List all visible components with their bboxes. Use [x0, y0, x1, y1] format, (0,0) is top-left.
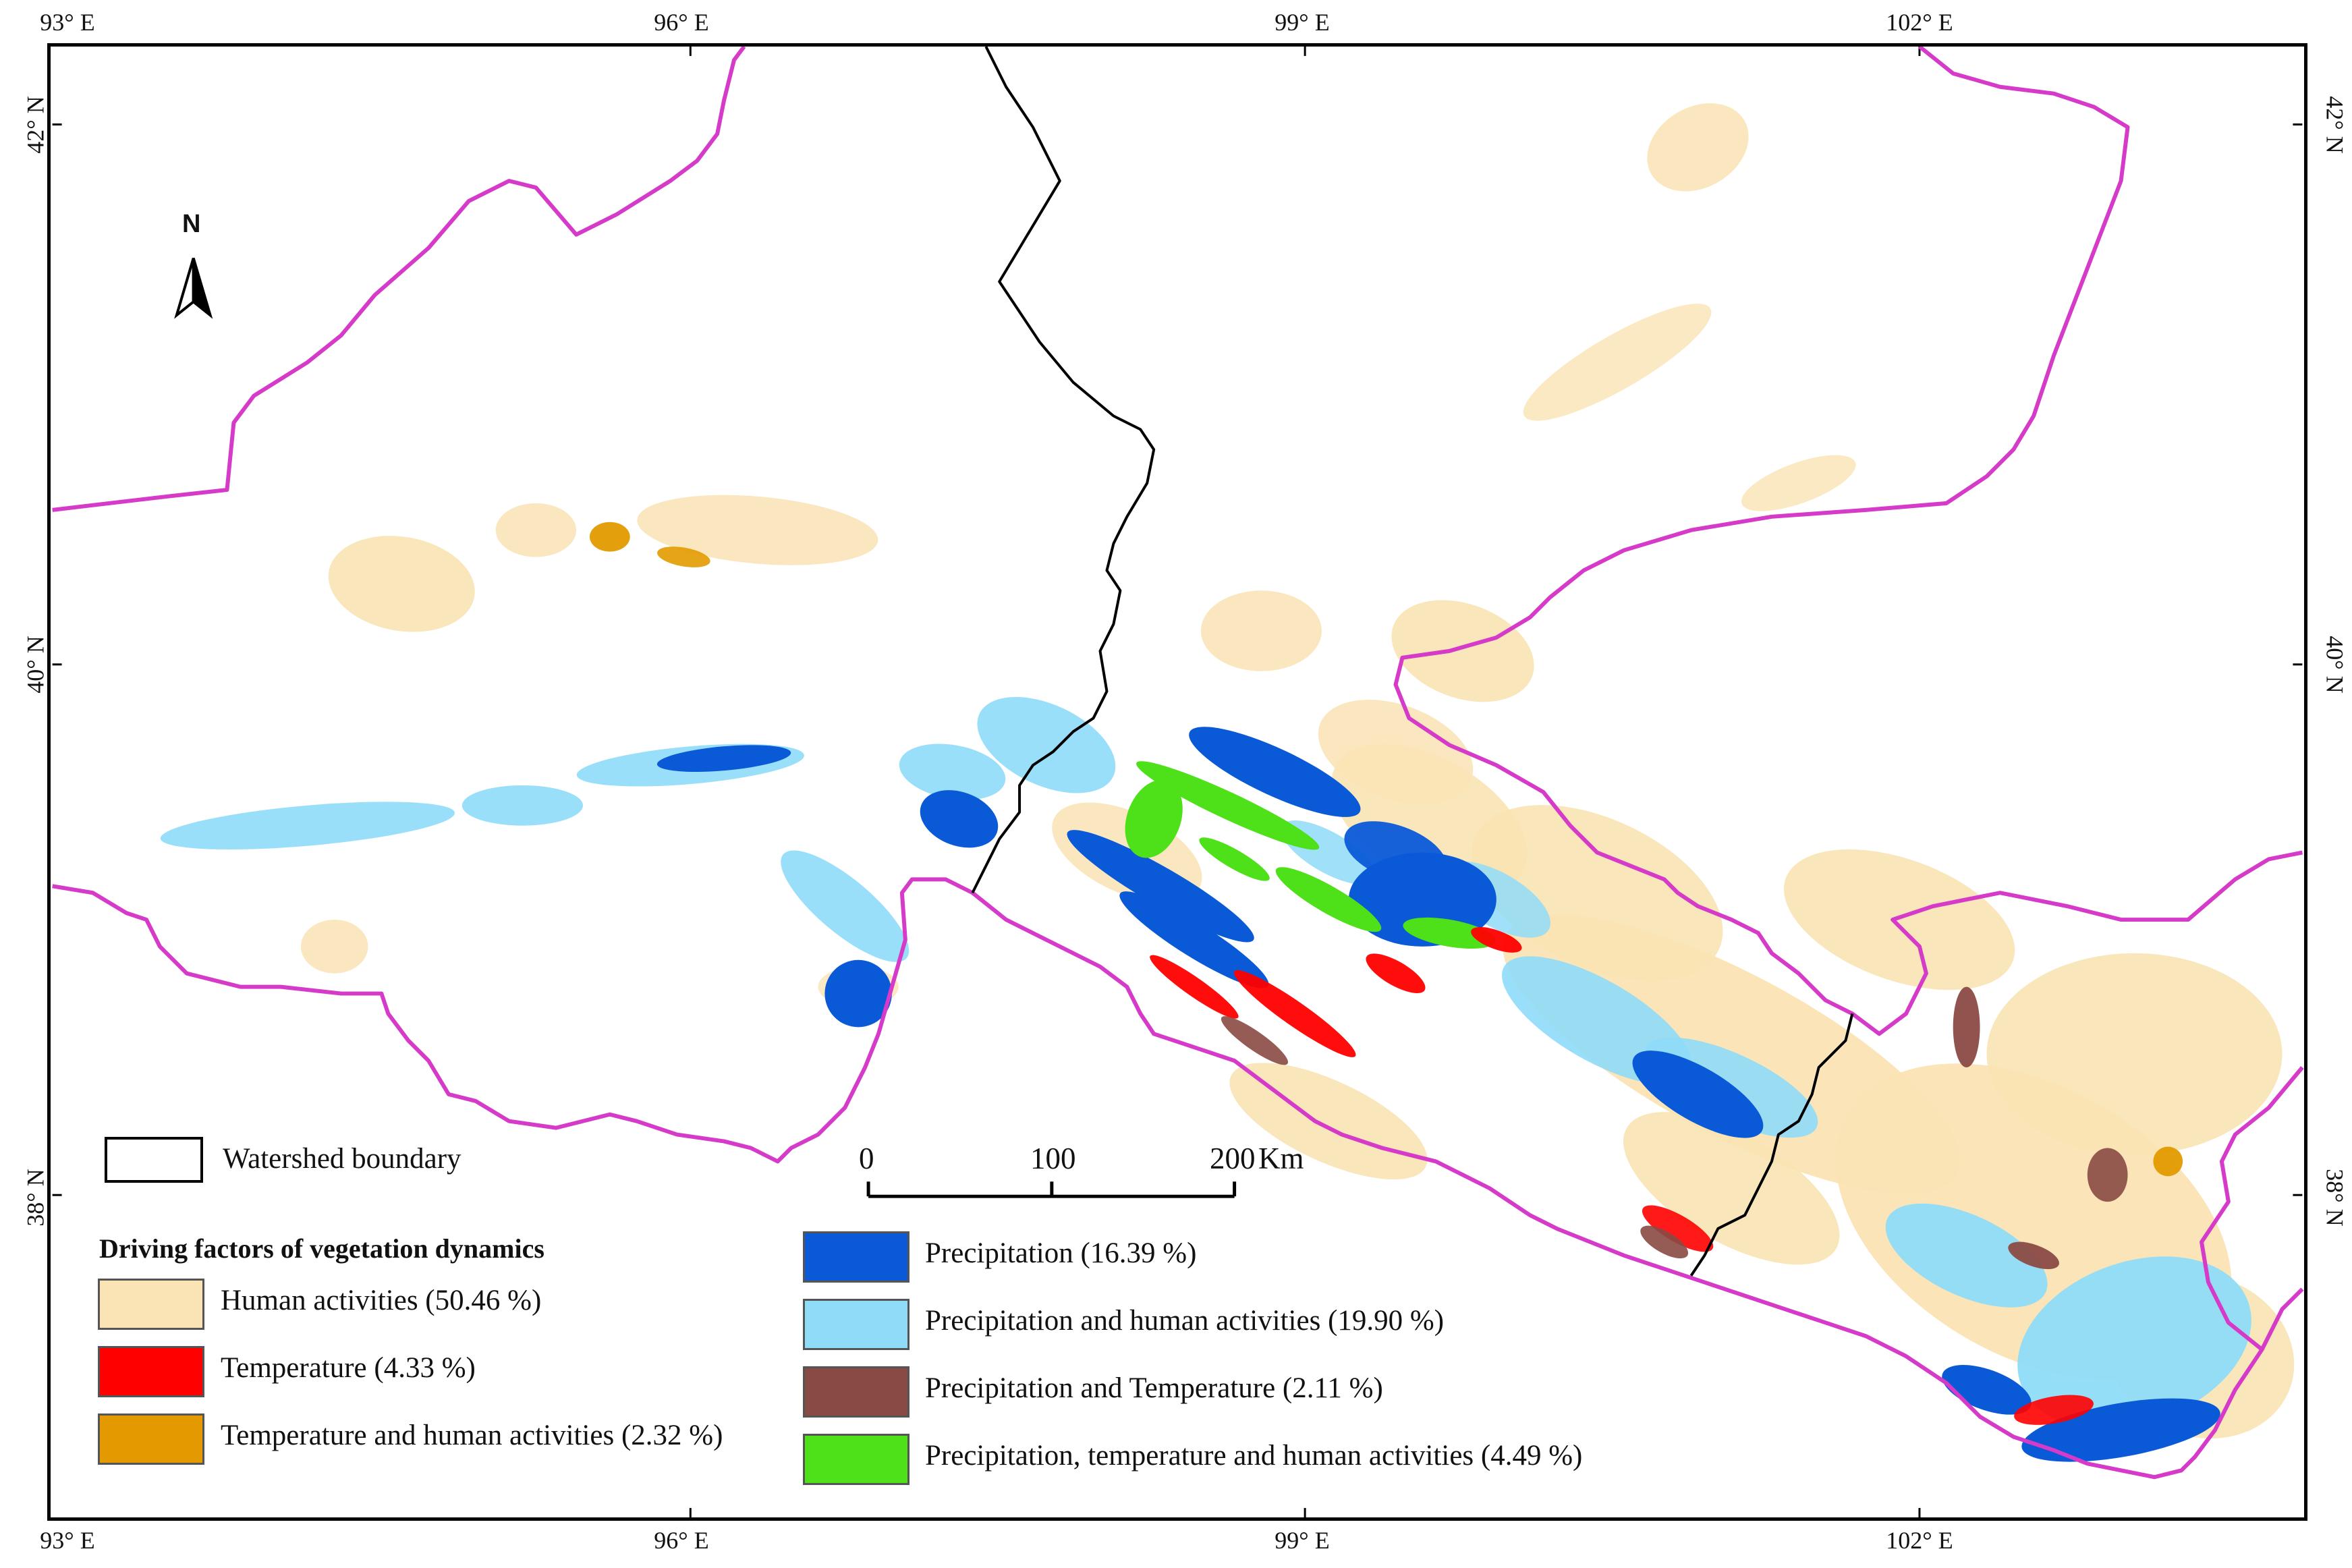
legend-label-temperature: Temperature (4.33 %) — [221, 1352, 476, 1384]
vegetation-patch — [657, 547, 710, 567]
legend-label-precipitation-temperature: Precipitation and Temperature (2.11 %) — [925, 1372, 1383, 1404]
vegetation-patch — [1953, 986, 1980, 1068]
lon-tick-bottom-99: 99° E — [1275, 1527, 1330, 1554]
lon-tick-top-93: 93° E — [40, 9, 95, 36]
vegetation-patch — [1403, 917, 1496, 949]
legend-label-precipitation-human: Precipitation and human activities (19.9… — [925, 1305, 1445, 1337]
vegetation-patch — [781, 850, 909, 962]
legend-label-human-activities: Human activities (50.46 %) — [221, 1285, 542, 1316]
vegetation-patch — [1647, 103, 1749, 192]
vegetation-patch — [495, 503, 577, 557]
scale-unit-label: Km — [1258, 1142, 1304, 1175]
vegetation-patch — [1942, 1365, 2032, 1415]
vegetation-patch — [1783, 849, 2015, 990]
province-boundary-north-east — [1393, 47, 2303, 1036]
vegetation-patch — [1885, 1203, 2048, 1308]
vegetation-patch — [1318, 700, 1474, 804]
vegetation-patch — [1275, 867, 1382, 932]
map-canvas — [52, 47, 2304, 1517]
legend-label-watershed: Watershed boundary — [223, 1143, 461, 1175]
legend-swatch-precipitation-temperature — [803, 1366, 909, 1418]
watershed-boundary-line-east — [1689, 1013, 1854, 1277]
vegetation-patch — [1523, 304, 1712, 421]
map-frame: N 0 100 200 Km Watershed boundary Drivin… — [47, 43, 2307, 1521]
vegetation-patch — [2008, 1241, 2059, 1270]
vegetation-patch — [1067, 830, 1254, 943]
lat-tick-left-38: 38° N — [22, 1169, 49, 1227]
province-boundary-east-inner — [2200, 1066, 2304, 1351]
legend-swatch-precipitation — [803, 1231, 909, 1283]
vegetation-patch — [637, 495, 878, 565]
lat-tick-right-40: 40° N — [2321, 636, 2349, 694]
province-boundary — [52, 47, 2304, 1480]
legend-swatch-human-activities — [98, 1279, 204, 1330]
legend-label-precipitation: Precipitation (16.39 %) — [925, 1237, 1197, 1269]
vegetation-patch — [328, 536, 475, 632]
vegetation-patch — [1150, 955, 1239, 1019]
scale-label-100: 100 — [1030, 1142, 1076, 1175]
legend-swatch-precipitation-temperature-human — [803, 1434, 909, 1485]
vegetation-patch — [1632, 1051, 1764, 1138]
vegetation-patch — [589, 522, 630, 552]
vegetation-driver-patches — [160, 103, 2295, 1462]
legend-swatch-temperature — [98, 1346, 204, 1397]
vegetation-patch — [1136, 761, 1320, 850]
lat-tick-left-42: 42° N — [22, 96, 49, 154]
vegetation-patch — [1221, 1016, 1289, 1065]
vegetation-patch — [461, 785, 584, 826]
vegetation-patch — [1391, 600, 1534, 702]
vegetation-patch — [1229, 1063, 1428, 1180]
vegetation-patch — [1233, 970, 1356, 1057]
vegetation-patch — [977, 697, 1116, 793]
scale-label-200: 200 — [1210, 1142, 1256, 1175]
vegetation-patch — [1986, 953, 2283, 1155]
lon-tick-bottom-96: 96° E — [654, 1527, 709, 1554]
vegetation-patch — [656, 745, 791, 773]
legend-swatch-precipitation-human — [803, 1299, 909, 1350]
scale-label-0: 0 — [859, 1142, 874, 1175]
lon-tick-top-99: 99° E — [1275, 9, 1330, 36]
vegetation-patch — [1125, 779, 1183, 858]
lon-tick-bottom-93: 93° E — [40, 1527, 95, 1554]
vegetation-patch — [1344, 821, 1447, 884]
vegetation-patch — [1623, 1112, 1840, 1265]
north-arrow-label: N — [182, 210, 201, 238]
lat-tick-right-42: 42° N — [2321, 96, 2349, 154]
vegetation-patch — [160, 802, 455, 850]
legend-title: Driving factors of vegetation dynamics — [99, 1233, 544, 1264]
province-boundary-south-west — [52, 877, 2304, 1480]
scale-bar — [866, 1181, 1237, 1198]
watershed-boundary-line — [971, 47, 1156, 894]
lon-tick-bottom-102: 102° E — [1886, 1527, 1953, 1554]
vegetation-patch — [824, 959, 892, 1028]
vegetation-patch — [2017, 1256, 2251, 1430]
legend-swatch-temperature-human — [98, 1413, 204, 1465]
legend-swatch-watershed — [105, 1137, 203, 1183]
lon-tick-top-102: 102° E — [1886, 9, 1953, 36]
vegetation-patch — [1119, 891, 1269, 988]
vegetation-patch — [1640, 1225, 1689, 1259]
vegetation-patch — [2014, 1395, 2094, 1425]
province-boundary-north-west — [52, 47, 746, 512]
vegetation-patch — [1200, 590, 1322, 671]
vegetation-patch — [1189, 727, 1361, 817]
lat-tick-left-40: 40° N — [22, 636, 49, 694]
vegetation-patch — [1741, 455, 1856, 511]
vegetation-patch — [899, 744, 1006, 800]
legend-label-precipitation-temperature-human: Precipitation, temperature and human act… — [925, 1440, 1583, 1472]
lon-tick-top-96: 96° E — [654, 9, 709, 36]
vegetation-patch — [2021, 1398, 2220, 1462]
vegetation-patch — [2153, 1146, 2183, 1177]
legend-label-temperature-human: Temperature and human activities (2.32 %… — [221, 1420, 723, 1451]
vegetation-patch — [1366, 953, 1426, 994]
vegetation-patch — [300, 920, 368, 974]
north-arrow-icon — [174, 257, 213, 319]
vegetation-patch — [1199, 837, 1270, 881]
vegetation-patch — [1642, 1205, 1714, 1252]
vegetation-patch — [1471, 927, 1522, 953]
vegetation-patch — [2087, 1148, 2128, 1202]
vegetation-patch — [920, 790, 999, 848]
lat-tick-right-38: 38° N — [2321, 1169, 2349, 1227]
